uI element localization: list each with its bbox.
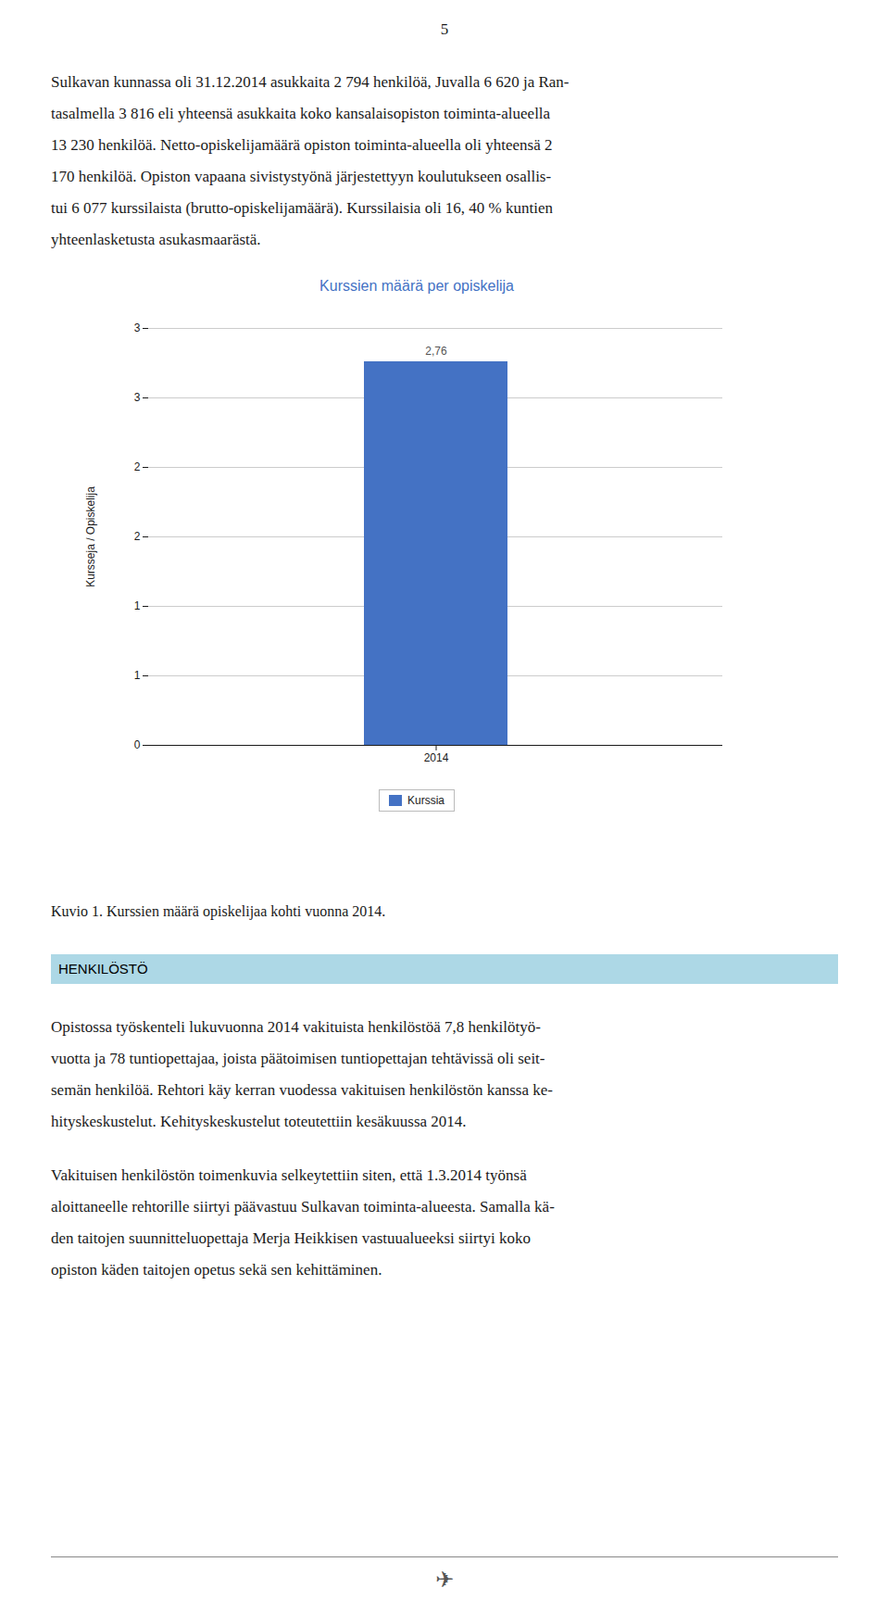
- html-text:semän henkilöä. Rehtori käy ke: semän henkilöä. Rehtori käy kerran vuode…: [50, 1080, 553, 1099]
- html-text:Kurssien määrä per opiskelija: Kurssien määrä per opiskelija: [319, 277, 514, 294]
- html-text:HENKILÖSTÖ: HENKILÖSTÖ: [58, 960, 148, 977]
- html-text:tasalmella 3 816 eli yhteensä: tasalmella 3 816 eli yhteensä asukkaita …: [50, 104, 551, 123]
- svg-text:3: 3: [134, 321, 141, 335]
- html-text:13 230 henkilöä. Netto-opiskel: 13 230 henkilöä. Netto-opiskelijamäärä o…: [50, 136, 553, 154]
- html-text:hityskeskustelut. Kehityskesku: hityskeskustelut. Kehityskeskustelut tot…: [50, 1112, 467, 1130]
- html-text:Kurssia: Kurssia: [407, 793, 445, 807]
- html-text:aloittaneelle rehtorille siirt: aloittaneelle rehtorille siirtyi päävast…: [50, 1197, 555, 1215]
- svg-text:2014: 2014: [424, 751, 450, 764]
- html-text:Vakituisen henkilöstön toimenk: Vakituisen henkilöstön toimenkuvia selke…: [50, 1165, 527, 1184]
- svg-text:2: 2: [134, 529, 141, 543]
- html-text:170 henkilöä. Opiston vapaana: 170 henkilöä. Opiston vapaana sivistysty…: [50, 167, 552, 186]
- html-text:5: 5: [440, 20, 449, 38]
- svg-text:2,76: 2,76: [425, 344, 448, 358]
- svg-text:3: 3: [134, 390, 141, 404]
- html-text:vuotta ja 78 tuntiopettajaa, j: vuotta ja 78 tuntiopettajaa, joista päät…: [50, 1049, 545, 1067]
- html-text:Opistossa työskenteli lukuvuon: Opistossa työskenteli lukuvuonna 2014 va…: [50, 1017, 541, 1036]
- svg-text:0: 0: [134, 738, 141, 752]
- html-text:den taitojen suunnitteluopetta: den taitojen suunnitteluopettaja Merja H…: [50, 1228, 531, 1247]
- svg-text:2: 2: [134, 460, 141, 474]
- html-text:Kuvio 1. Kurssien määrä opiske: Kuvio 1. Kurssien määrä opiskelijaa koht…: [50, 902, 386, 919]
- svg-text:1: 1: [134, 599, 141, 613]
- html-text:tui 6 077 kurssilaista (brutto: tui 6 077 kurssilaista (brutto-opiskelij…: [50, 199, 553, 217]
- svg-text:1: 1: [134, 668, 141, 682]
- html-text:Sulkavan kunnassa oli 31.12.20: Sulkavan kunnassa oli 31.12.2014 asukkai…: [50, 73, 570, 91]
- html-text:yhteenlasketusta asukasmaaräst: yhteenlasketusta asukasmaarästä.: [50, 230, 261, 249]
- svg-text:Kursseja / Opiskelija: Kursseja / Opiskelija: [84, 486, 98, 588]
- html-text:opiston käden taitojen opetus: opiston käden taitojen opetus sekä sen k…: [50, 1260, 382, 1278]
